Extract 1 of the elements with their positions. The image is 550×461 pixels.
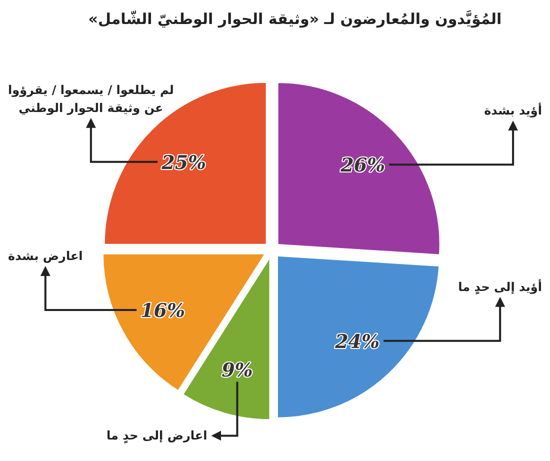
title: المُؤيَّدون والمُعارضون لـ «وثيقة الحوار الوطنيّ الشّامل» [88, 10, 502, 28]
